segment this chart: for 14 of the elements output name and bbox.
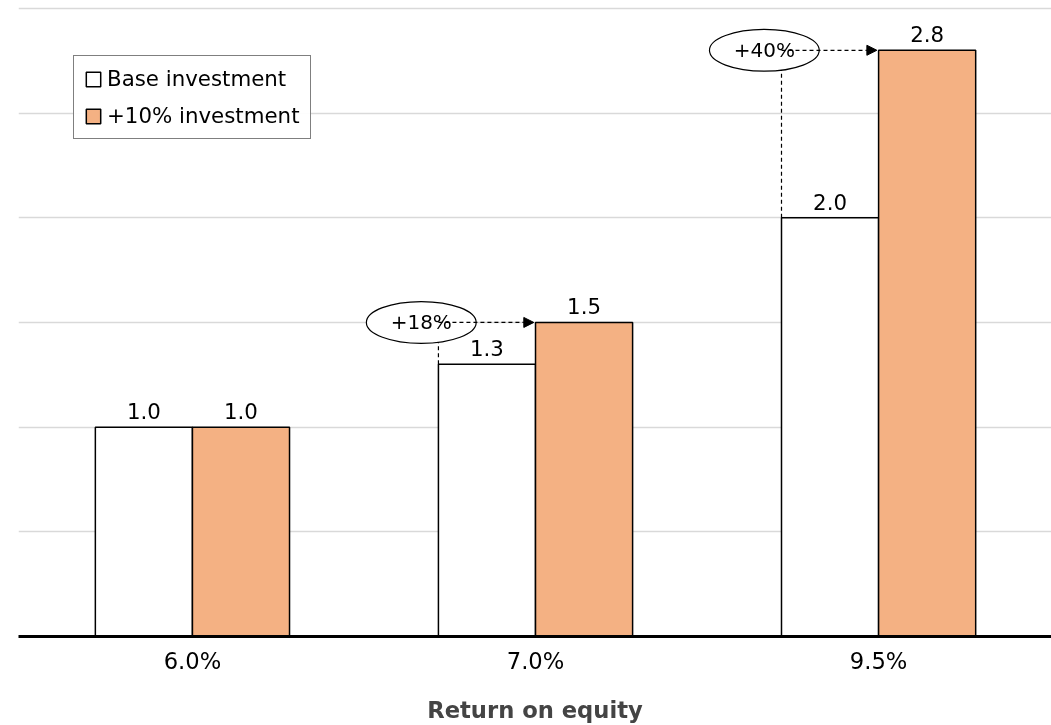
annotation: +18% bbox=[390, 310, 452, 335]
annotation: +40% bbox=[733, 38, 795, 63]
x-tick-label: 6.0% bbox=[163, 647, 222, 674]
data-label: 1.0 bbox=[126, 399, 161, 425]
x-axis-title: Return on equity bbox=[427, 696, 644, 723]
x-tick-label: 9.5% bbox=[849, 647, 908, 674]
data-label: 2.0 bbox=[813, 189, 848, 215]
data-label: 1.0 bbox=[224, 399, 258, 425]
x-tick-label: 7.0% bbox=[506, 647, 565, 674]
data-label: 2.8 bbox=[910, 22, 945, 48]
legend-label: Base investment bbox=[107, 66, 287, 91]
data-label: 1.3 bbox=[470, 336, 504, 362]
data-label: 1.5 bbox=[567, 294, 602, 320]
legend-label: +10% investment bbox=[107, 103, 300, 128]
